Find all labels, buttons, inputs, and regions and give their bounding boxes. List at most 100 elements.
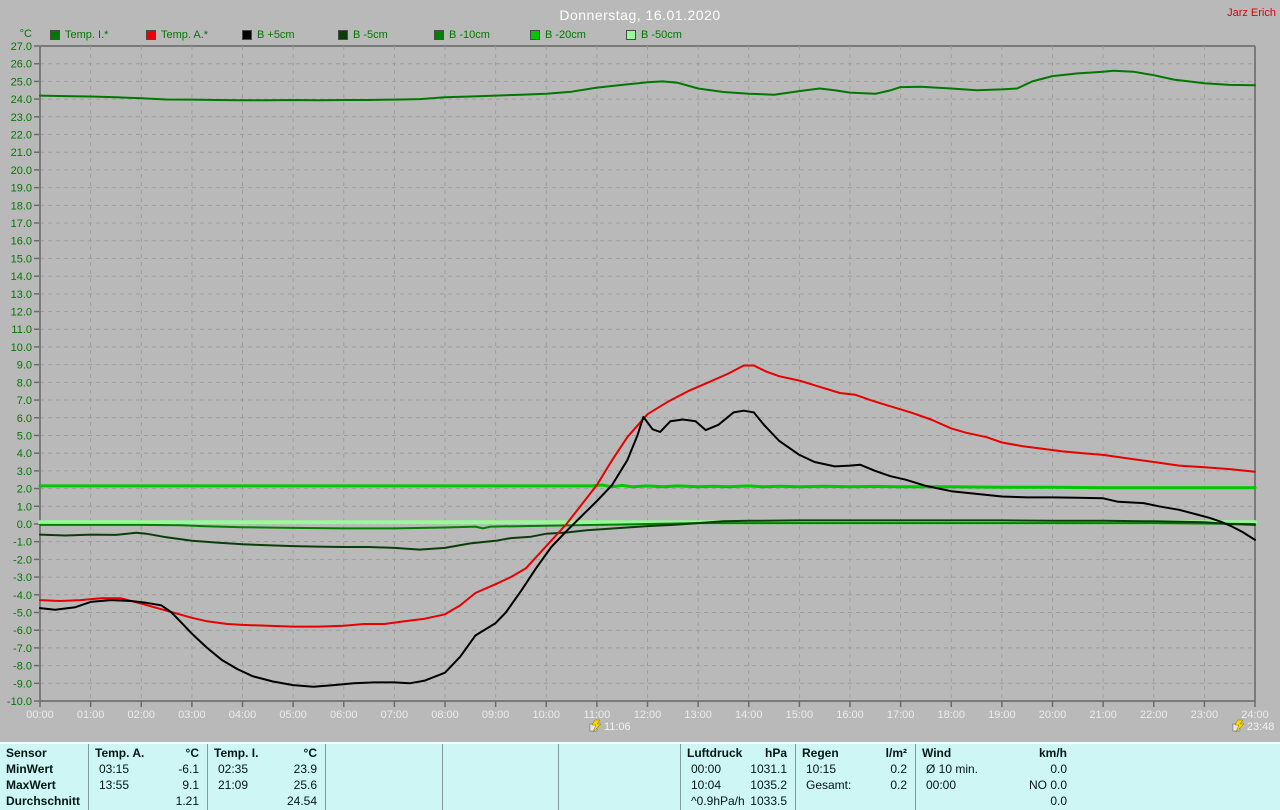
table-row-label: MinWert <box>6 762 54 776</box>
table-group-unit: °C <box>303 746 317 760</box>
x-tick-label: 21:00 <box>1089 709 1117 721</box>
legend-label: B +5cm <box>257 29 295 41</box>
y-tick-label: -3.0 <box>13 572 32 584</box>
x-tick-label: 07:00 <box>381 709 409 721</box>
y-tick-label: 18.0 <box>11 200 32 212</box>
legend-label: Temp. A.* <box>161 29 209 41</box>
legend-color-chip <box>338 30 348 40</box>
table-cell-time: ^0.9hPa/h <box>691 794 745 808</box>
x-tick-label: 10:00 <box>532 709 560 721</box>
y-tick-label: 11.0 <box>11 324 32 336</box>
y-tick-label: -9.0 <box>13 678 32 690</box>
y-tick-label: 1.0 <box>17 501 32 513</box>
x-tick-label: 19:00 <box>988 709 1016 721</box>
marker-lightning-icon <box>1234 719 1245 733</box>
table-group-empty <box>558 744 680 810</box>
x-tick-label: 02:00 <box>127 709 155 721</box>
legend-item: B -10cm <box>434 29 490 41</box>
table-group-unit: l/m² <box>885 746 907 760</box>
table-cell-value: 24.54 <box>286 794 317 808</box>
table-cell-time: 02:35 <box>218 762 249 776</box>
table-row-label: Sensor <box>6 746 47 760</box>
table-group-empty <box>442 744 558 810</box>
x-tick-label: 12:00 <box>634 709 662 721</box>
legend-label: Temp. I.* <box>65 29 109 41</box>
table-cell-value: 9.1 <box>182 778 199 792</box>
y-tick-label: 14.0 <box>11 271 32 283</box>
legend-label: B -10cm <box>449 29 490 41</box>
x-tick-label: 20:00 <box>1039 709 1067 721</box>
y-tick-label: 24.0 <box>11 94 32 106</box>
table-cell-value: 1033.5 <box>750 794 787 808</box>
y-tick-label: 8.0 <box>17 377 32 389</box>
series-b-5cm <box>39 519 1256 551</box>
series-b+5cm <box>39 409 1256 688</box>
table-cell-value: NO 0.0 <box>1028 778 1067 792</box>
table-cell-value: 23.9 <box>293 762 317 776</box>
x-tick-label: 01:00 <box>77 709 105 721</box>
event-marker: 11:06 <box>589 719 631 733</box>
y-tick-label: 2.0 <box>17 484 32 496</box>
marker-time-label: 23:48 <box>1247 721 1275 733</box>
table-cell-value: 0.0 <box>1050 794 1067 808</box>
x-tick-label: 08:00 <box>431 709 459 721</box>
table-row-label: Durchschnitt <box>6 794 81 808</box>
legend-label: B -50cm <box>641 29 682 41</box>
y-tick-label: -4.0 <box>13 590 32 602</box>
table-group-unit: hPa <box>764 746 787 760</box>
table-cell-value: 0.0 <box>1050 762 1067 776</box>
y-tick-label: 23.0 <box>11 112 32 124</box>
y-tick-label: 0.0 <box>17 519 32 531</box>
y-tick-label: -6.0 <box>13 625 32 637</box>
y-tick-label: -2.0 <box>13 554 32 566</box>
table-group-name: Luftdruck <box>687 746 743 760</box>
x-tick-label: 03:00 <box>178 709 206 721</box>
y-tick-label: 27.0 <box>11 41 32 53</box>
table-cell-value: 0.2 <box>890 778 907 792</box>
chart-canvas: -10.0 -9.0 -8.0 -7.0 -6.0 -5.0 -4.0 -3.0 -2.0 -1.… <box>7 28 1275 733</box>
y-tick-label: 19.0 <box>11 183 32 195</box>
legend-label: B -5cm <box>353 29 388 41</box>
y-tick-label: -8.0 <box>13 661 32 673</box>
legend-item: B -20cm <box>530 29 586 41</box>
table-row-labels-column: Sensor MinWert MaxWert Durchschnitt <box>0 744 88 810</box>
table-cell-value: 0.2 <box>890 762 907 776</box>
user-name: Jarz Erich <box>1227 7 1276 19</box>
y-tick-label: 13.0 <box>11 289 32 301</box>
table-group-luftdruck: Luftdruck hPa 00:00 1031.1 10:04 1035.2 ^0.9hP… <box>680 744 795 810</box>
x-tick-label: 17:00 <box>887 709 915 721</box>
y-tick-label: -1.0 <box>13 537 32 549</box>
legend-color-chip <box>50 30 60 40</box>
series-tempa <box>39 364 1256 628</box>
page-title: Donnerstag, 16.01.2020 <box>559 7 721 23</box>
series-b-10cm <box>39 522 1256 530</box>
table-cell-time: 00:00 <box>691 762 722 776</box>
legend-color-chip <box>626 30 636 40</box>
y-tick-label: 12.0 <box>11 307 32 319</box>
y-tick-label: 5.0 <box>17 430 32 442</box>
table-group-unit: °C <box>185 746 199 760</box>
y-tick-label: 6.0 <box>17 413 32 425</box>
table-cell-time <box>89 793 99 809</box>
y-axis-unit: °C <box>20 28 32 40</box>
y-tick-label: 7.0 <box>17 395 32 407</box>
table-group-name: Temp. I. <box>214 746 259 760</box>
marker-time-label: 11:06 <box>604 721 631 733</box>
y-tick-label: 22.0 <box>11 130 32 142</box>
legend-item: Temp. I.* <box>50 29 108 41</box>
y-tick-label: 17.0 <box>11 218 32 230</box>
table-cell-time: 03:15 <box>99 762 130 776</box>
x-tick-label: 18:00 <box>937 709 965 721</box>
legend-color-chip <box>530 30 540 40</box>
table-group-name: Regen <box>802 746 839 760</box>
table-group-empty <box>325 744 442 810</box>
y-tick-label: 20.0 <box>11 165 32 177</box>
table-group-wind: Wind km/h Ø 10 min. 0.0 00:00 NO 0.0 0.0 <box>915 744 1075 810</box>
table-group-name: Temp. A. <box>95 746 145 760</box>
x-tick-label: 06:00 <box>330 709 358 721</box>
table-group-regen: Regen l/m² 10:15 0.2 Gesamt: 0.2 <box>795 744 915 810</box>
event-marker: 23:48 <box>1232 719 1275 733</box>
table-group-unit: km/h <box>1038 746 1067 760</box>
legend-label: B -20cm <box>545 29 586 41</box>
table-group-tempi: Temp. I. °C 02:35 23.9 21:09 25.6 24.54 <box>207 744 325 810</box>
